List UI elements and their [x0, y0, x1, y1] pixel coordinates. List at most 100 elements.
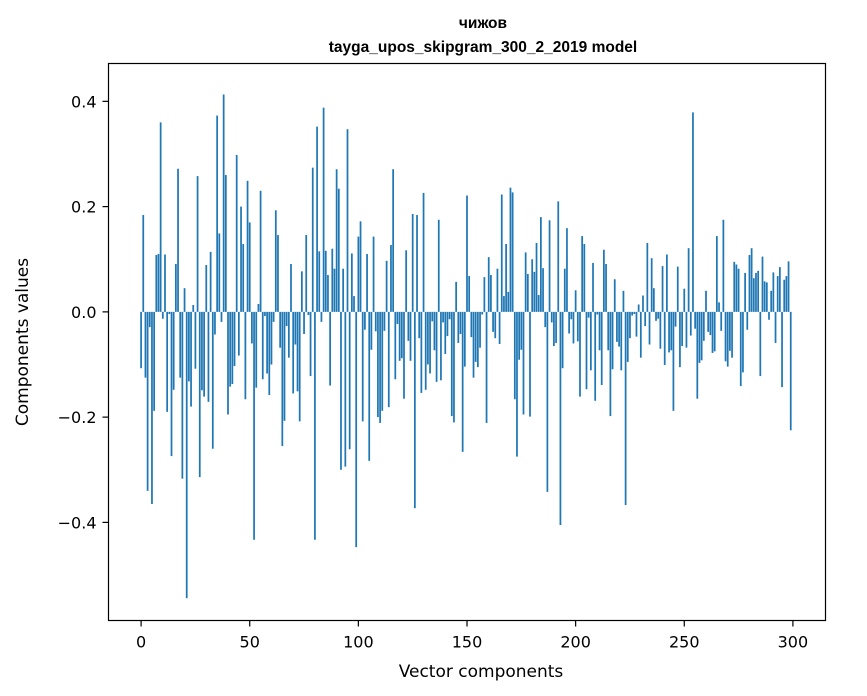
bar	[718, 302, 720, 312]
bar	[429, 311, 431, 374]
bar	[146, 311, 149, 491]
bar	[229, 311, 232, 387]
bar	[737, 268, 740, 312]
bar	[713, 311, 716, 352]
bar	[620, 311, 623, 371]
bar	[492, 311, 494, 332]
bar	[633, 311, 636, 314]
bar	[190, 311, 192, 407]
bar	[513, 311, 516, 400]
bar	[440, 311, 442, 381]
bar	[179, 311, 182, 378]
bar	[702, 311, 705, 341]
bar	[546, 311, 549, 492]
bar	[453, 311, 455, 423]
bar	[765, 282, 768, 312]
bar	[779, 267, 781, 312]
bar	[448, 311, 451, 320]
bar	[261, 311, 264, 380]
bar	[337, 188, 340, 312]
bar	[759, 311, 762, 377]
bar	[652, 288, 655, 312]
bar	[424, 311, 427, 390]
bar	[383, 311, 386, 331]
bar	[503, 296, 505, 312]
bar	[692, 112, 694, 312]
bar	[476, 311, 479, 368]
bar	[574, 290, 577, 312]
bar	[331, 248, 334, 312]
bar	[763, 281, 766, 312]
bar	[153, 311, 155, 411]
bar	[583, 243, 586, 312]
bar	[350, 253, 353, 312]
bar	[227, 311, 229, 415]
bar	[222, 94, 225, 312]
bar	[392, 169, 394, 312]
bar	[757, 270, 760, 312]
chart-title-line1: чижов	[459, 15, 507, 32]
bar	[505, 243, 507, 312]
y-axis-label: Components values	[13, 258, 33, 426]
bar	[385, 260, 388, 312]
bar	[279, 311, 282, 348]
bar	[644, 311, 647, 327]
bar	[403, 311, 405, 399]
bar	[694, 311, 697, 329]
bar	[490, 275, 492, 312]
bar	[301, 271, 303, 312]
bar	[498, 311, 501, 344]
bar	[298, 311, 301, 422]
y-tick-label: 0.2	[71, 198, 96, 217]
bar	[611, 311, 614, 370]
bar	[596, 311, 599, 315]
bar	[235, 155, 238, 312]
bar	[461, 311, 464, 452]
bar	[444, 311, 447, 354]
bar	[348, 311, 351, 450]
bar	[268, 311, 271, 396]
bar	[201, 311, 203, 391]
bar	[672, 311, 675, 411]
bar	[470, 311, 473, 338]
bar	[668, 311, 670, 353]
bar	[387, 311, 390, 408]
x-tick-label: 250	[669, 633, 700, 652]
bar	[474, 311, 477, 362]
bar	[159, 122, 162, 312]
bar	[626, 311, 629, 362]
bar	[420, 311, 423, 393]
bar	[542, 268, 544, 312]
bar	[224, 175, 227, 312]
bar	[585, 311, 588, 390]
bar	[283, 311, 286, 421]
bar	[170, 311, 173, 457]
bar	[220, 311, 223, 322]
bar	[642, 295, 644, 312]
bar	[683, 288, 686, 312]
bar	[755, 272, 757, 312]
bar	[442, 311, 444, 323]
bar	[787, 261, 790, 312]
bar	[657, 311, 660, 319]
bar	[472, 311, 475, 378]
bar	[427, 311, 429, 365]
bar	[188, 311, 190, 382]
bar	[194, 311, 197, 369]
bar	[372, 236, 375, 312]
bar	[157, 253, 160, 312]
bar	[609, 311, 612, 417]
bar	[413, 311, 416, 509]
x-axis-ticks: 0 50 100 150 200 250 300	[136, 620, 808, 652]
bar	[277, 235, 279, 312]
bar	[309, 311, 312, 377]
bar	[635, 311, 638, 337]
bar	[726, 311, 729, 367]
bar	[639, 311, 642, 358]
bar	[437, 219, 440, 312]
y-tick-label: 0.4	[71, 92, 96, 111]
bar	[535, 242, 538, 312]
bar	[168, 311, 171, 314]
bar	[511, 192, 514, 312]
bar	[561, 311, 564, 369]
